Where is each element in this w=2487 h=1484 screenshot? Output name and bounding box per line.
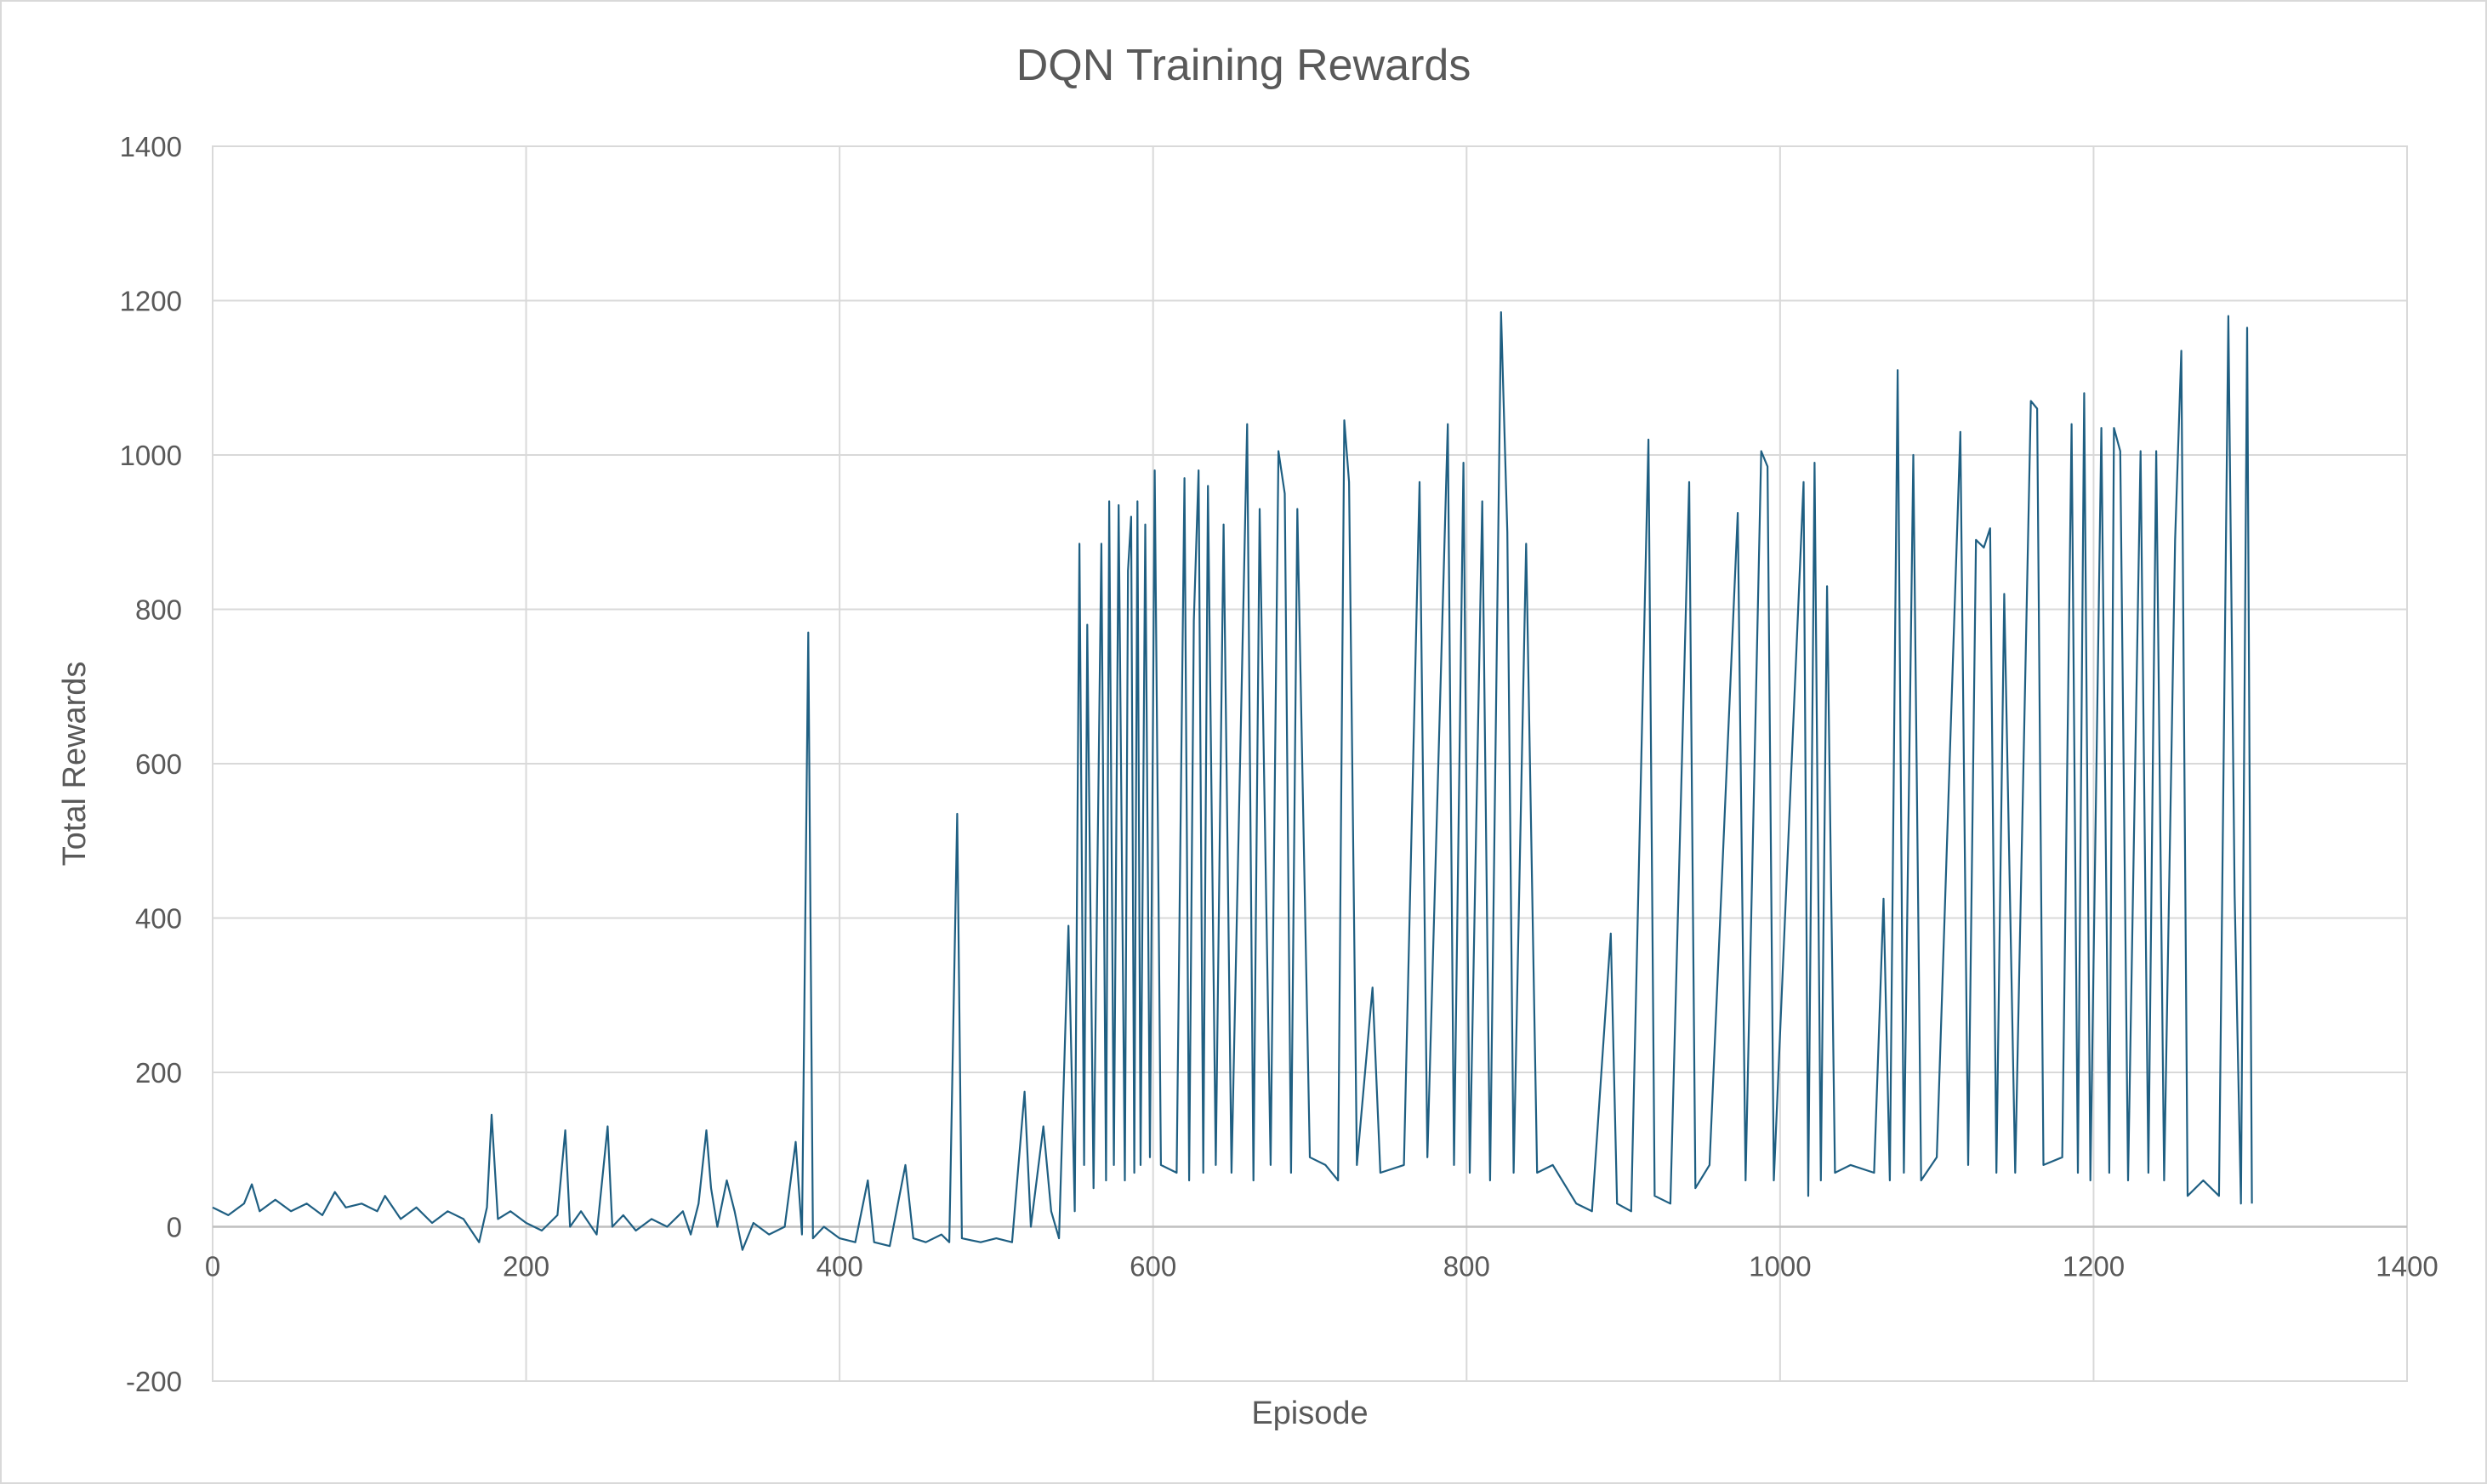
y-tick-label: 400 [135, 903, 182, 935]
y-tick-label: 0 [167, 1212, 182, 1243]
grid-layer [212, 145, 2408, 1382]
y-tick-label: 800 [135, 594, 182, 626]
chart-title: DQN Training Rewards [1016, 41, 1471, 90]
y-tick-label: 1000 [120, 440, 182, 471]
series-layer [212, 311, 2253, 1251]
y-tick-label: 1400 [120, 131, 182, 162]
axis-layer: 0 200 400 600 800 1000 1200 1400 -200 0 200 400 600 8… [120, 131, 2439, 1397]
y-tick-label: 600 [135, 748, 182, 780]
x-tick-label: 1000 [1749, 1251, 1811, 1282]
x-tick-label: 1200 [2063, 1251, 2125, 1282]
x-tick-label: 0 [205, 1251, 220, 1282]
x-axis-title: Episode [1251, 1396, 1368, 1431]
series-line [212, 311, 2253, 1251]
x-tick-label: 1400 [2376, 1251, 2438, 1282]
x-tick-label: 600 [1130, 1251, 1176, 1282]
x-tick-label: 400 [817, 1251, 863, 1282]
y-tick-label: -200 [126, 1366, 182, 1397]
y-axis-title: Total Rewards [57, 662, 93, 867]
y-tick-label: 200 [135, 1057, 182, 1089]
y-tick-label: 1200 [120, 286, 182, 317]
x-tick-label: 200 [503, 1251, 549, 1282]
x-tick-label: 800 [1443, 1251, 1490, 1282]
